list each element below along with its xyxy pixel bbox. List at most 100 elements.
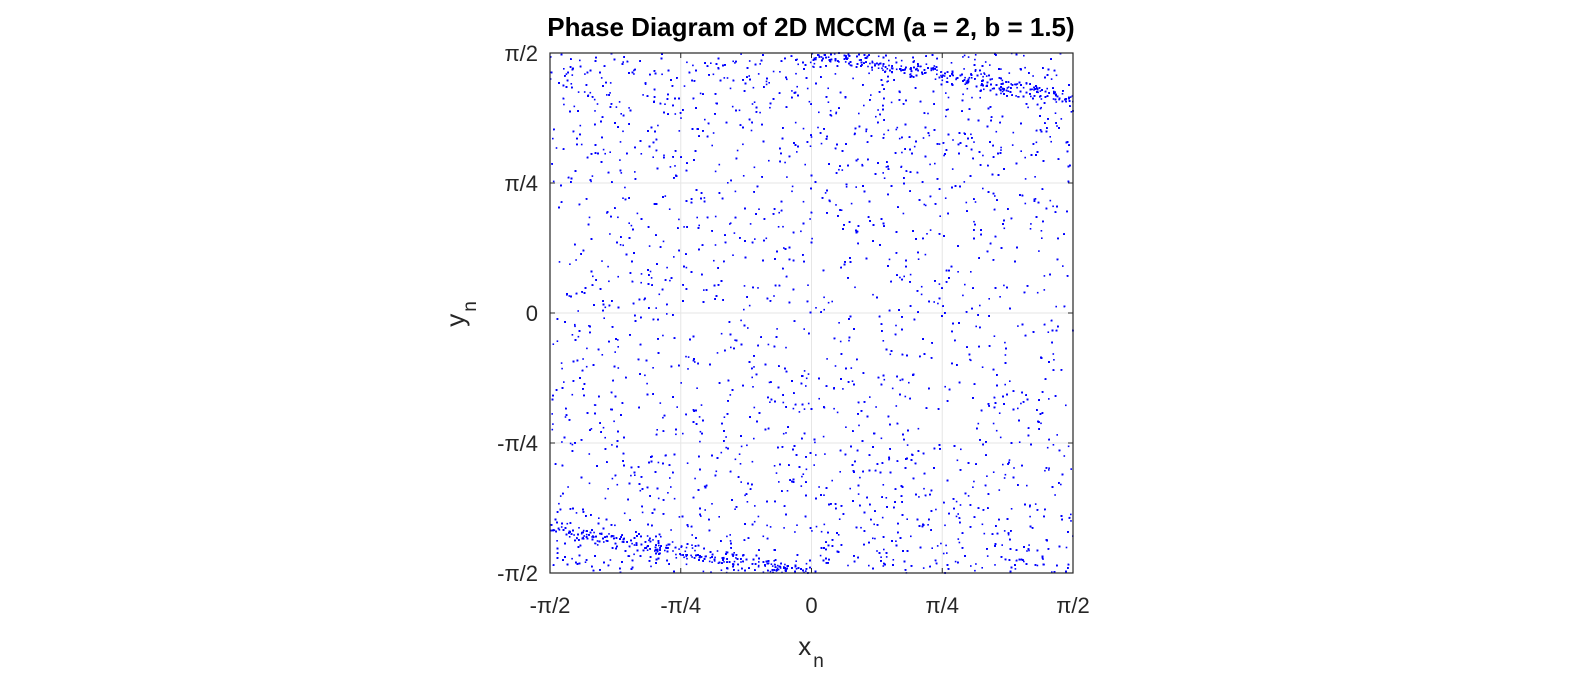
scatter-point <box>571 557 573 560</box>
scatter-point <box>714 170 717 173</box>
scatter-point <box>809 218 811 220</box>
scatter-point <box>991 78 993 80</box>
scatter-point <box>1002 82 1004 85</box>
scatter-point <box>593 531 595 534</box>
scatter-point <box>600 77 603 79</box>
scatter-point <box>800 230 802 233</box>
scatter-point <box>578 527 580 529</box>
scatter-point <box>899 91 901 94</box>
scatter-point <box>596 544 599 546</box>
scatter-point <box>596 103 599 105</box>
scatter-point <box>669 477 671 479</box>
scatter-point <box>875 115 877 118</box>
scatter-point <box>874 63 876 65</box>
scatter-point <box>827 101 830 103</box>
scatter-point <box>718 516 720 518</box>
scatter-point <box>839 471 841 473</box>
scatter-point <box>1035 86 1038 89</box>
scatter-point <box>1023 560 1025 563</box>
scatter-point <box>979 304 981 307</box>
scatter-point <box>618 101 621 103</box>
scatter-point <box>616 483 619 486</box>
scatter-point <box>566 294 568 296</box>
scatter-point <box>803 370 806 372</box>
scatter-point <box>555 147 558 149</box>
scatter-point <box>813 464 815 466</box>
scatter-point <box>1042 558 1044 560</box>
scatter-point <box>977 422 980 425</box>
scatter-point <box>742 175 745 177</box>
scatter-point <box>859 476 861 479</box>
scatter-point <box>1004 383 1006 386</box>
scatter-point <box>633 544 636 546</box>
scatter-point <box>674 165 676 167</box>
scatter-point <box>729 87 732 90</box>
scatter-point <box>663 154 665 157</box>
scatter-point <box>909 273 912 276</box>
scatter-point <box>1001 90 1004 93</box>
scatter-point <box>1065 546 1068 549</box>
scatter-point <box>858 112 860 115</box>
scatter-point <box>868 72 870 75</box>
scatter-point <box>667 492 669 494</box>
scatter-point <box>872 293 874 296</box>
scatter-point <box>795 72 797 75</box>
scatter-point <box>636 212 639 215</box>
scatter-point <box>633 69 635 72</box>
scatter-point <box>885 166 888 168</box>
scatter-point <box>794 121 797 124</box>
scatter-point <box>952 74 954 77</box>
scatter-point <box>1033 89 1035 91</box>
scatter-point <box>810 136 813 138</box>
scatter-point <box>883 177 886 179</box>
scatter-point <box>685 266 688 269</box>
scatter-point <box>768 381 771 384</box>
scatter-point <box>588 216 591 219</box>
scatter-point <box>959 504 962 506</box>
scatter-point <box>649 270 652 273</box>
scatter-point <box>888 64 890 67</box>
scatter-point <box>582 358 584 360</box>
scatter-point <box>809 145 812 147</box>
scatter-point <box>620 172 623 174</box>
scatter-point <box>1035 141 1038 144</box>
scatter-point <box>670 486 672 488</box>
scatter-point <box>767 343 770 346</box>
scatter-point <box>1062 265 1064 267</box>
scatter-point <box>1030 223 1032 225</box>
scatter-point <box>785 346 787 349</box>
scatter-point <box>606 94 608 96</box>
scatter-point <box>650 277 653 279</box>
scatter-point <box>849 487 851 490</box>
scatter-point <box>979 96 981 99</box>
scatter-point <box>737 569 740 572</box>
scatter-point <box>1000 68 1002 70</box>
scatter-point <box>619 159 621 161</box>
scatter-point <box>943 75 946 77</box>
scatter-point <box>1054 494 1056 496</box>
scatter-point <box>982 187 984 190</box>
scatter-point <box>1054 112 1057 114</box>
scatter-point <box>838 168 840 171</box>
scatter-point <box>889 353 892 356</box>
scatter-point <box>882 65 884 67</box>
scatter-point <box>683 85 686 87</box>
scatter-point <box>662 416 664 419</box>
scatter-point <box>558 502 560 505</box>
scatter-point <box>834 365 837 367</box>
scatter-point <box>574 325 576 328</box>
scatter-point <box>676 406 678 408</box>
scatter-point <box>796 58 798 61</box>
scatter-point <box>963 132 966 134</box>
scatter-point <box>815 454 817 456</box>
scatter-point <box>778 481 780 483</box>
scatter-point <box>1016 86 1018 89</box>
scatter-point <box>771 565 774 567</box>
scatter-point <box>644 83 647 85</box>
scatter-point <box>592 275 594 278</box>
scatter-point <box>891 387 894 390</box>
scatter-point <box>640 273 643 275</box>
scatter-point <box>666 266 668 269</box>
scatter-point <box>817 126 819 129</box>
